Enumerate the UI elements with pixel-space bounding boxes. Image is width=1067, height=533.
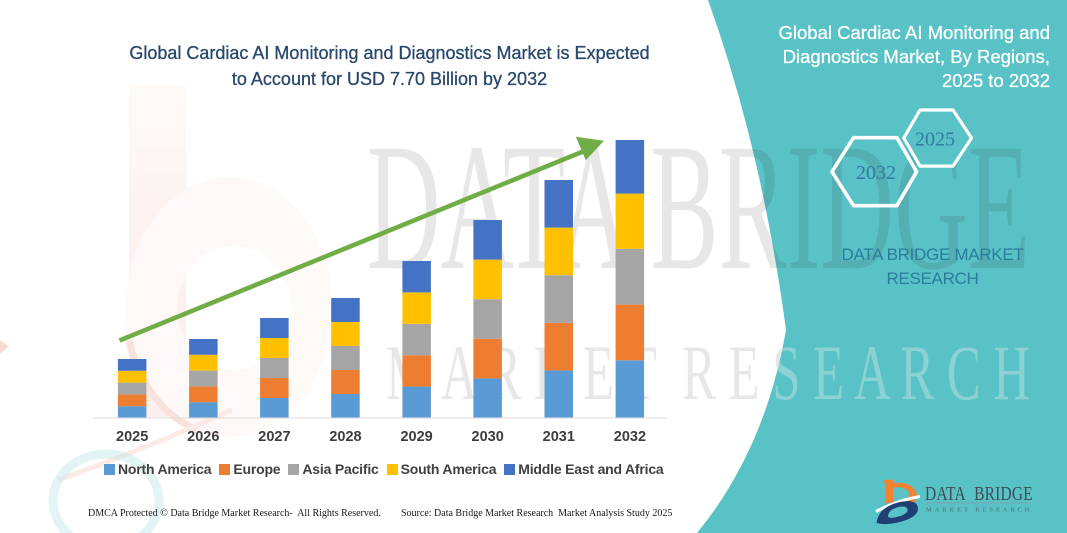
svg-text:MARKET RESEARCH: MARKET RESEARCH bbox=[926, 507, 1032, 514]
svg-text:DATA BRIDGE: DATA BRIDGE bbox=[925, 482, 1033, 504]
svg-text:2032: 2032 bbox=[856, 162, 896, 184]
svg-text:2025: 2025 bbox=[915, 129, 955, 151]
